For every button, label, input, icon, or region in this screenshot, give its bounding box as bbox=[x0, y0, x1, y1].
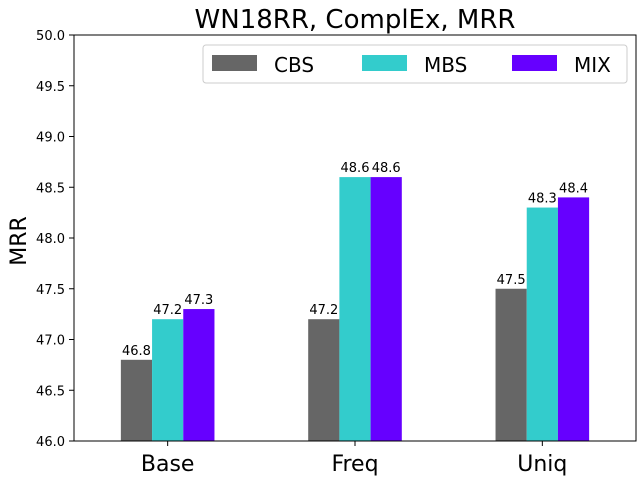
bar-mbs-base bbox=[152, 319, 184, 441]
legend-label-cbs: CBS bbox=[274, 53, 314, 77]
bar-mix-base bbox=[183, 309, 215, 441]
legend-box bbox=[202, 44, 628, 84]
y-tick-label: 47.0 bbox=[36, 334, 65, 349]
y-tick-label: 47.5 bbox=[36, 283, 65, 298]
bar-mbs-uniq bbox=[526, 207, 558, 441]
plot-frame bbox=[73, 34, 637, 442]
data-label: 48.4 bbox=[559, 181, 588, 196]
bars bbox=[120, 177, 590, 441]
x-axis-ticks: Base Freq Uniq bbox=[141, 441, 567, 477]
y-tick-label: 48.5 bbox=[36, 181, 65, 196]
bar-cbs-base bbox=[120, 359, 153, 441]
data-label: 48.6 bbox=[372, 161, 401, 176]
data-label: 47.5 bbox=[497, 273, 526, 288]
data-label: 47.3 bbox=[184, 293, 213, 308]
data-label: 47.2 bbox=[153, 303, 182, 318]
y-tick-label: 46.5 bbox=[36, 384, 65, 399]
data-label: 48.6 bbox=[341, 161, 370, 176]
legend: CBS MBS MIX bbox=[202, 44, 628, 84]
legend-swatch-cbs bbox=[212, 55, 257, 71]
data-label: 48.3 bbox=[528, 192, 557, 207]
y-tick-label: 48.0 bbox=[36, 232, 65, 247]
y-tick-label: 49.5 bbox=[36, 80, 65, 95]
legend-swatch-mix bbox=[512, 55, 557, 71]
y-axis-label: MRR bbox=[7, 216, 32, 266]
legend-label-mbs: MBS bbox=[424, 53, 467, 77]
bar-mix-freq bbox=[370, 177, 402, 441]
x-tick-label: Uniq bbox=[517, 452, 567, 477]
legend-label-mix: MIX bbox=[574, 53, 611, 77]
chart-title: WN18RR, ComplEx, MRR bbox=[195, 5, 516, 35]
bar-cbs-freq bbox=[308, 319, 340, 441]
x-tick-label: Freq bbox=[331, 452, 378, 477]
bar-cbs-uniq bbox=[495, 288, 527, 441]
data-label: 46.8 bbox=[122, 344, 151, 359]
bar-mbs-freq bbox=[339, 177, 371, 441]
y-axis-ticks: 46.0 46.5 47.0 47.5 48.0 48.5 49.0 49.5 50.0 bbox=[36, 29, 74, 450]
y-tick-label: 49.0 bbox=[36, 131, 65, 146]
data-labels: 46.847.247.347.248.6 48.647.548.348.4 bbox=[122, 161, 588, 359]
x-tick-label: Base bbox=[141, 452, 195, 477]
legend-swatch-mbs bbox=[362, 55, 407, 71]
data-label: 47.2 bbox=[309, 303, 338, 318]
y-tick-label: 46.0 bbox=[36, 435, 65, 450]
bar-mix-uniq bbox=[557, 197, 590, 441]
y-tick-label: 50.0 bbox=[36, 29, 65, 44]
